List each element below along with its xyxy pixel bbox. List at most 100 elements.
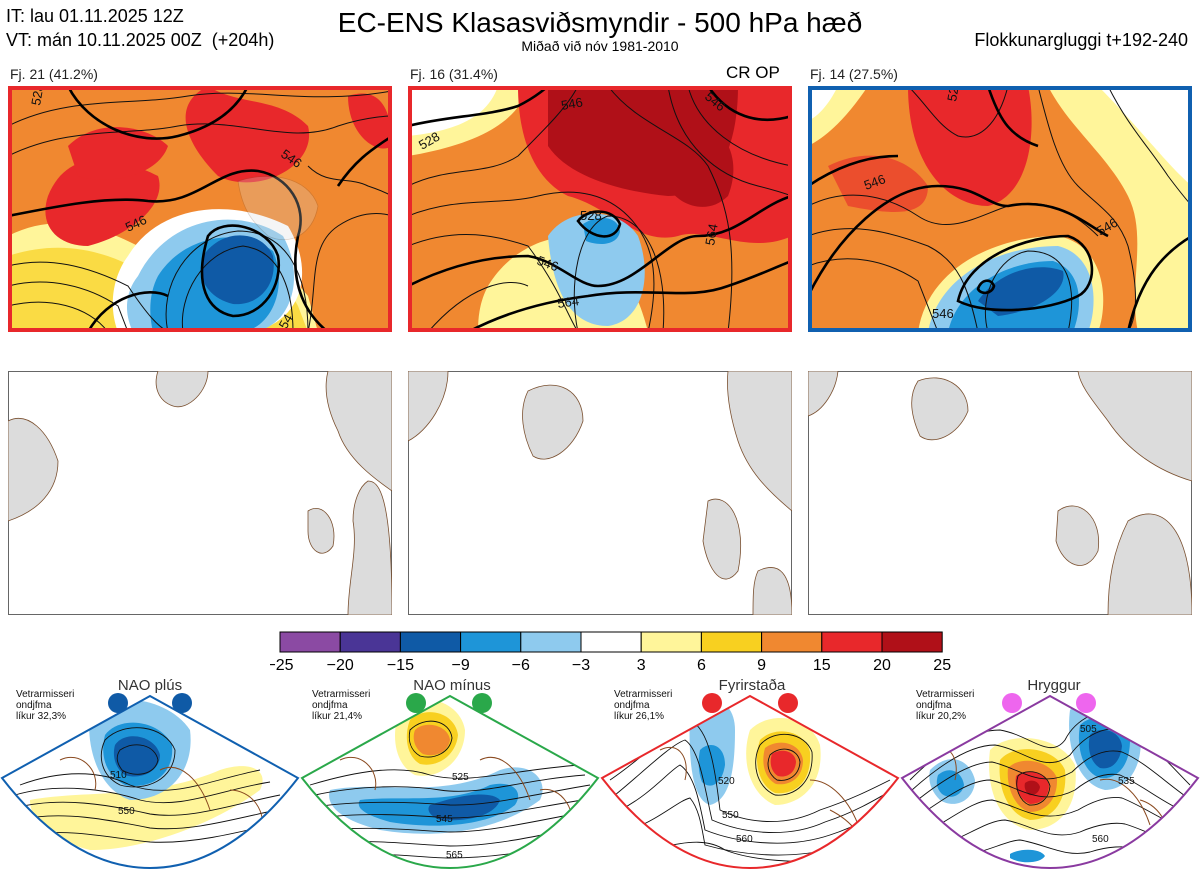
regime-info-line: ondjfma: [614, 700, 650, 711]
regime-2-map: 525 545 565: [300, 694, 600, 870]
colorbar-swatch: [821, 631, 883, 653]
contour-label: 54: [276, 311, 296, 331]
contour-label: 546: [932, 306, 954, 321]
valid-time: VT: mán 10.11.2025 00Z (+204h): [6, 30, 275, 50]
regime-info-line: ondjfma: [312, 700, 348, 711]
contour-label: 550: [118, 806, 135, 817]
cluster-2-label: Fj. 16 (31.4%): [410, 66, 498, 82]
colorbar-swatch: [520, 631, 582, 653]
colorbar-tick-label: −25: [270, 657, 294, 674]
contour-label: 525: [452, 772, 469, 783]
regime-4-info: Vetrarmisseri ondjfma líkur 20,2%: [916, 689, 974, 722]
regime-info-line: líkur 26,1%: [614, 711, 665, 722]
colorbar-swatch: [339, 631, 401, 653]
colorbar-tick-label: −6: [512, 657, 530, 674]
contour-label: 52: [944, 86, 961, 103]
colorbar-swatch: [460, 631, 522, 653]
contour-label: 505: [1080, 724, 1097, 735]
regime-info-line: líkur 21,4%: [312, 711, 363, 722]
colorbar-tick-label: −3: [572, 657, 590, 674]
colorbar-tick-label: −20: [327, 657, 354, 674]
colorbar-swatch: [761, 631, 823, 653]
contour-label: 565: [446, 850, 463, 861]
contour-label: 510: [110, 770, 127, 781]
colorbar-tick-label: 25: [933, 657, 951, 674]
colorbar-swatch: [399, 631, 462, 653]
colorbar-swatch: [640, 631, 702, 653]
contour-label: 546: [862, 171, 888, 193]
cluster-2-border: [408, 86, 792, 332]
cluster-3-border: [808, 86, 1192, 332]
regime-info-line: líkur 32,3%: [16, 711, 67, 722]
regime-2-dot-right: [472, 693, 492, 713]
regime-dots: [108, 693, 1096, 713]
base-map-3: [808, 371, 1192, 615]
base-map-2: [408, 371, 792, 615]
regime-4-dot-left: [1002, 693, 1022, 713]
colorbar-tick-label: 9: [757, 657, 766, 674]
regime-1-outline: [0, 694, 300, 870]
regime-1-dot-right: [172, 693, 192, 713]
colorbar-tick-label: 15: [813, 657, 831, 674]
regime-1-info: Vetrarmisseri ondjfma líkur 32,3%: [16, 689, 74, 722]
regime-3-title: Fyrirstaða: [718, 677, 786, 694]
contour-label: 528: [28, 86, 47, 107]
contour-label: 564: [556, 293, 580, 311]
regime-info-line: líkur 20,2%: [916, 711, 967, 722]
regime-info-line: ondjfma: [16, 700, 52, 711]
cluster-1-label: Fj. 21 (41.2%): [10, 66, 98, 82]
page-subtitle: Miðað við nóv 1981-2010: [521, 38, 679, 54]
contour-label: 535: [1118, 776, 1135, 787]
regime-3-dot-left: [702, 693, 722, 713]
colorbar-swatch: [580, 631, 642, 653]
colorbar-tick-label: 6: [697, 657, 706, 674]
contour-label: 520: [718, 776, 735, 787]
contour-label: 560: [1092, 834, 1109, 845]
contour-label: 564: [702, 223, 721, 247]
regime-2-outline: [300, 694, 600, 870]
regime-info-line: ondjfma: [916, 700, 952, 711]
regime-2-title: NAO mínus: [413, 677, 491, 694]
init-time: IT: lau 01.11.2025 12Z: [6, 6, 184, 26]
contour-label: 546: [535, 253, 561, 275]
regime-2-dot-left: [406, 693, 426, 713]
cluster-3-map: 546 546 546 52: [808, 86, 1192, 332]
regime-1-dot-left: [108, 693, 128, 713]
contour-label: 550: [722, 810, 739, 821]
regime-3-outline: [600, 694, 900, 870]
base-map-1: [8, 371, 392, 615]
colorbar-tick-label: 3: [637, 657, 646, 674]
regime-3-map: 520 550 560: [600, 694, 900, 870]
regime-info-line: Vetrarmisseri: [614, 689, 673, 700]
page-title: EC-ENS Klasasviðsmyndir - 500 hPa hæð: [337, 7, 863, 38]
regime-info-line: Vetrarmisseri: [916, 689, 975, 700]
colorbar-tick-label: 20: [873, 657, 891, 674]
regime-4-outline: [900, 694, 1200, 870]
cluster-1-border: [8, 86, 392, 332]
regime-4-title: Hryggur: [1027, 677, 1081, 694]
regime-2-info: Vetrarmisseri ondjfma líkur 21,4%: [312, 689, 370, 722]
classification-window: Flokkunargluggi t+192-240: [974, 30, 1188, 50]
colorbar-swatch: [279, 631, 341, 653]
colorbar-swatch: [700, 631, 763, 653]
regime-1-title: NAO plús: [117, 677, 183, 694]
cluster-3-label: Fj. 14 (27.5%): [810, 66, 898, 82]
cluster-2-map: 528 528 546 546 546 564 564: [408, 86, 792, 332]
colorbar-tick-label: −9: [451, 657, 469, 674]
colorbar-tick-label: −15: [387, 657, 414, 674]
regime-3-dot-right: [778, 693, 798, 713]
colorbar: −25 −20 −15 −9 −6 −3 3 6 9 15 20 25: [270, 631, 951, 674]
contour-label: 528: [580, 208, 602, 223]
regime-info-line: Vetrarmisseri: [312, 689, 371, 700]
cluster-1-map: 528 546 546 54: [8, 86, 392, 332]
colorbar-swatch: [881, 631, 943, 653]
regime-4-dot-right: [1076, 693, 1096, 713]
contour-label: 546: [560, 94, 584, 113]
regime-3-info: Vetrarmisseri ondjfma líkur 26,1%: [614, 689, 672, 722]
header-info: IT: lau 01.11.2025 12Z VT: mán 10.11.2025…: [6, 4, 274, 52]
regime-1-map: 510 550: [0, 694, 300, 870]
contour-label: 560: [736, 834, 753, 845]
cluster-2-extra: CR OP: [726, 63, 780, 82]
contour-label: 545: [436, 814, 453, 825]
regime-4-map: 505 535 560: [900, 694, 1200, 870]
